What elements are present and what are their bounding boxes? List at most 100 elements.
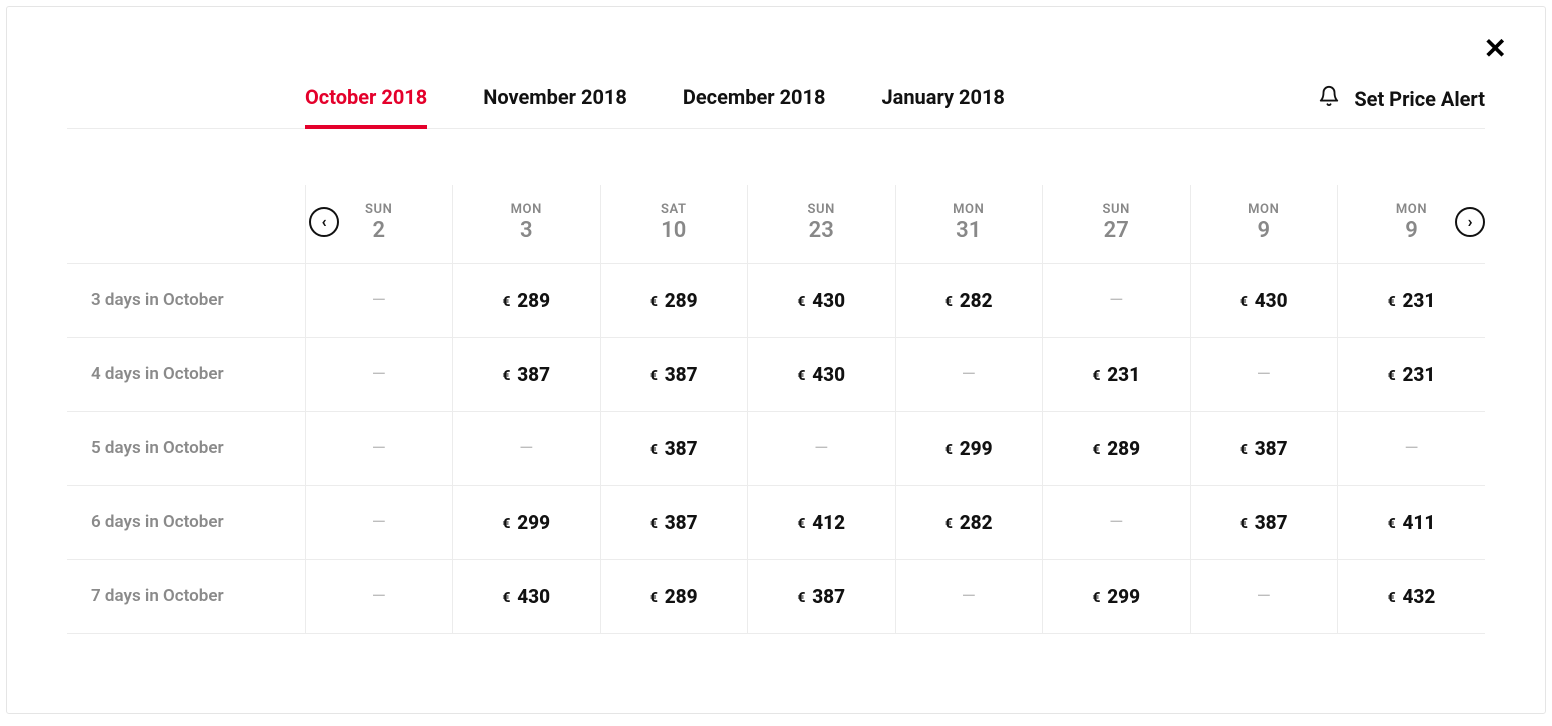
price-value: € 231: [1388, 289, 1436, 312]
no-price-dash: —: [1257, 586, 1271, 607]
duration-label: 6 days in October: [67, 485, 305, 559]
no-price-dash: —: [1257, 364, 1271, 385]
set-price-alert-button[interactable]: Set Price Alert: [1318, 85, 1485, 124]
price-cell[interactable]: € 430: [1190, 263, 1338, 337]
price-row: 6 days in October — € 299 € 387 € 412 € 282 — €…: [67, 485, 1485, 559]
date-column-header[interactable]: SUN23: [748, 185, 896, 263]
date-column-header[interactable]: MON9: [1338, 185, 1486, 263]
price-cell[interactable]: € 231: [1043, 337, 1191, 411]
price-value: € 432: [1388, 585, 1436, 608]
date-column-header[interactable]: SUN27: [1043, 185, 1191, 263]
price-cell[interactable]: € 430: [748, 263, 896, 337]
price-cell: —: [895, 337, 1043, 411]
no-price-dash: —: [372, 290, 386, 311]
price-value: € 282: [945, 511, 993, 534]
price-cell: —: [748, 411, 896, 485]
price-cell: —: [895, 559, 1043, 633]
price-value: € 289: [650, 289, 698, 312]
close-icon[interactable]: ✕: [1484, 35, 1507, 63]
price-cell[interactable]: € 387: [453, 337, 601, 411]
price-value: € 282: [945, 289, 993, 312]
price-cell: —: [305, 559, 453, 633]
price-cell: —: [1043, 263, 1191, 337]
price-cell: —: [1043, 485, 1191, 559]
price-cell[interactable]: € 289: [600, 559, 748, 633]
price-row: 5 days in October——€ 387—€ 299€ 289€ 387…: [67, 411, 1485, 485]
price-value: € 289: [1092, 437, 1140, 460]
price-cell[interactable]: € 282: [895, 485, 1043, 559]
no-price-dash: —: [962, 364, 976, 385]
price-cell[interactable]: € 289: [453, 263, 601, 337]
price-row: 4 days in October — € 387 € 387 € 430 — € 231 —…: [67, 337, 1485, 411]
no-price-dash: —: [372, 364, 386, 385]
price-cell[interactable]: € 299: [453, 485, 601, 559]
price-grid: SUN2 MON3 SAT10 SUN23 MON31 SUN27 MON9 M…: [67, 185, 1485, 634]
month-tabs: October 2018 November 2018 December 2018…: [67, 85, 1005, 129]
price-value: € 231: [1092, 363, 1140, 386]
set-price-alert-label: Set Price Alert: [1354, 87, 1485, 111]
date-column-header[interactable]: MON3: [453, 185, 601, 263]
price-cell: —: [305, 485, 453, 559]
date-column-header[interactable]: SAT10: [600, 185, 748, 263]
price-value: € 289: [502, 289, 550, 312]
no-price-dash: —: [1404, 438, 1418, 459]
price-cell[interactable]: € 432: [1338, 559, 1486, 633]
date-column-header[interactable]: MON31: [895, 185, 1043, 263]
price-cell[interactable]: € 387: [1190, 411, 1338, 485]
no-price-dash: —: [372, 586, 386, 607]
price-cell: —: [1190, 559, 1338, 633]
price-value: € 299: [1092, 585, 1140, 608]
price-cell: —: [1190, 337, 1338, 411]
price-cell[interactable]: € 387: [600, 411, 748, 485]
price-cell: —: [1338, 411, 1486, 485]
price-value: € 387: [797, 585, 845, 608]
no-price-dash: —: [372, 512, 386, 533]
tab-month[interactable]: November 2018: [483, 85, 627, 129]
date-column-header[interactable]: SUN2: [305, 185, 453, 263]
price-value: € 231: [1388, 363, 1436, 386]
top-bar: October 2018 November 2018 December 2018…: [67, 85, 1485, 129]
price-cell[interactable]: € 231: [1338, 263, 1486, 337]
duration-label: 4 days in October: [67, 337, 305, 411]
tab-month[interactable]: December 2018: [683, 85, 826, 129]
price-value: € 387: [1240, 511, 1288, 534]
tab-month[interactable]: January 2018: [881, 85, 1004, 129]
price-cell[interactable]: € 430: [748, 337, 896, 411]
price-value: € 387: [650, 511, 698, 534]
price-grid-body: 3 days in October—€ 289€ 289€ 430€ 282—€…: [67, 263, 1485, 633]
tab-month[interactable]: October 2018: [305, 85, 427, 129]
price-cell[interactable]: € 299: [895, 411, 1043, 485]
price-cell[interactable]: € 387: [600, 485, 748, 559]
price-value: € 387: [650, 363, 698, 386]
price-cell[interactable]: € 411: [1338, 485, 1486, 559]
price-cell[interactable]: € 430: [453, 559, 601, 633]
duration-label: 5 days in October: [67, 411, 305, 485]
price-row: 3 days in October — € 289 € 289 € 430 € 282 — €…: [67, 263, 1485, 337]
price-cell[interactable]: € 282: [895, 263, 1043, 337]
price-value: € 430: [1240, 289, 1288, 312]
price-cell[interactable]: € 387: [600, 337, 748, 411]
price-cell[interactable]: € 412: [748, 485, 896, 559]
price-value: € 299: [945, 437, 993, 460]
duration-label: 3 days in October: [67, 263, 305, 337]
price-cell[interactable]: € 289: [1043, 411, 1191, 485]
price-cell: —: [305, 411, 453, 485]
price-row: 7 days in October—€ 430€ 289€ 387—€ 299—…: [67, 559, 1485, 633]
no-price-dash: —: [962, 586, 976, 607]
price-value: € 289: [650, 585, 698, 608]
bell-icon: [1318, 85, 1340, 112]
date-column-header[interactable]: MON9: [1190, 185, 1338, 263]
date-header-row: SUN2 MON3 SAT10 SUN23 MON31 SUN27 MON9 M…: [67, 185, 1485, 263]
price-value: € 299: [502, 511, 550, 534]
price-cell[interactable]: € 231: [1338, 337, 1486, 411]
price-cell[interactable]: € 289: [600, 263, 748, 337]
price-cell: —: [305, 337, 453, 411]
price-cell[interactable]: € 299: [1043, 559, 1191, 633]
price-value: € 387: [1240, 437, 1288, 460]
price-value: € 387: [502, 363, 550, 386]
no-price-dash: —: [1109, 512, 1123, 533]
price-cell: —: [453, 411, 601, 485]
price-value: € 411: [1388, 511, 1436, 534]
price-cell[interactable]: € 387: [748, 559, 896, 633]
price-cell[interactable]: € 387: [1190, 485, 1338, 559]
